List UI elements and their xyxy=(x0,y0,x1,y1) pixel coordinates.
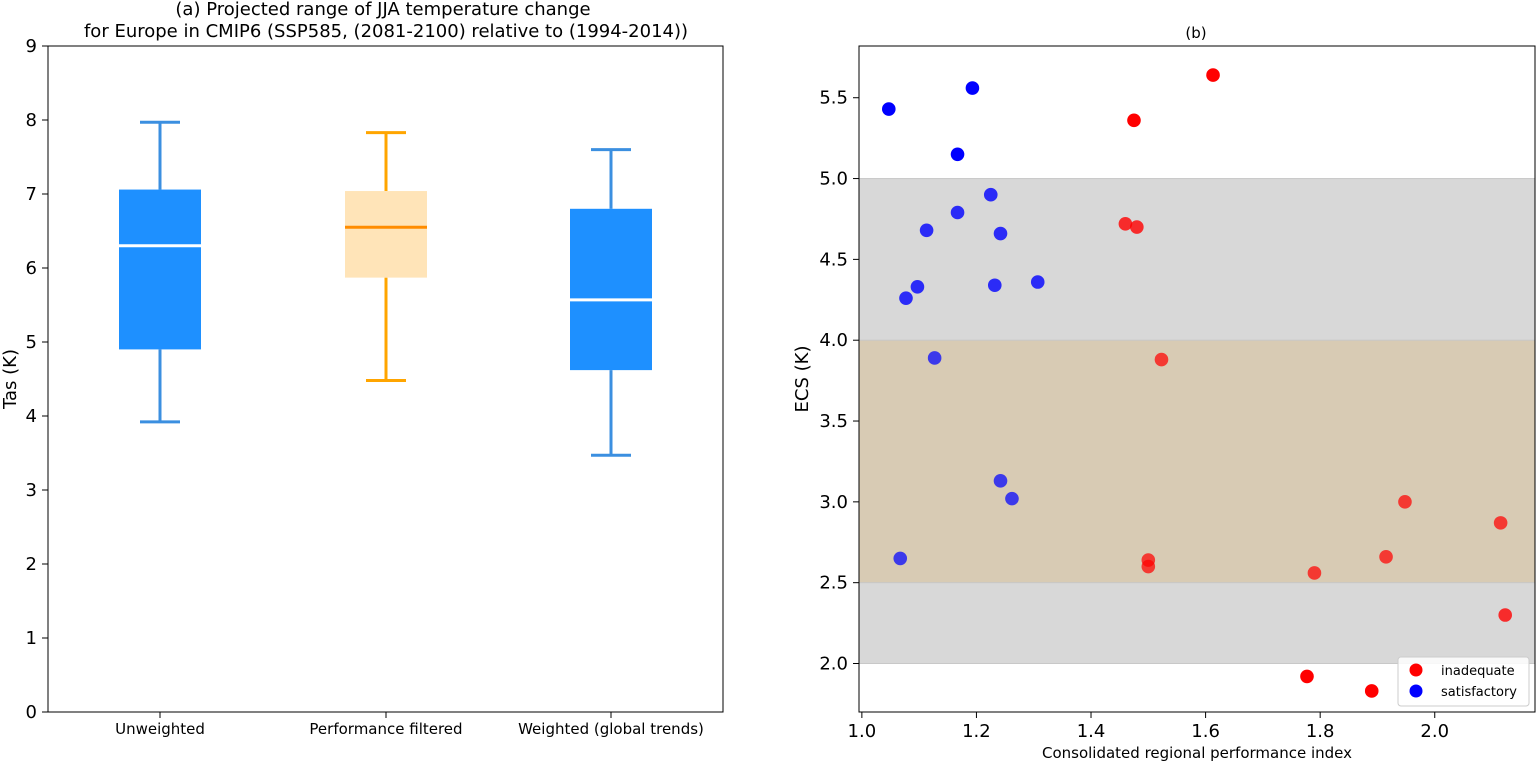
y-tick-label: 4.0 xyxy=(819,330,848,351)
panel-a: (a) Projected range of JJA temperature c… xyxy=(0,0,724,738)
point-satisfactory xyxy=(881,102,896,116)
y-tick-label: 3.5 xyxy=(819,411,848,432)
legend: inadequate satisfactory xyxy=(1397,656,1530,707)
point-satisfactory xyxy=(910,280,925,294)
legend-frame xyxy=(1397,656,1530,707)
panel-b-y-axis-label: ECS (K) xyxy=(792,346,813,413)
point-satisfactory xyxy=(927,351,942,365)
panel-a-y-axis-label: Tas (K) xyxy=(0,349,21,410)
point-inadequate xyxy=(1118,217,1133,231)
point-inadequate xyxy=(1300,669,1314,684)
point-satisfactory xyxy=(919,223,934,238)
point-satisfactory xyxy=(983,187,998,202)
point-satisfactory xyxy=(950,147,965,162)
point-inadequate xyxy=(1130,220,1144,234)
y-tick-label: 2.0 xyxy=(819,654,848,675)
x-tick-label: 1.4 xyxy=(1077,721,1106,742)
x-tick-label: 1.2 xyxy=(962,721,991,742)
y-tick-label: 4 xyxy=(26,406,37,427)
point-satisfactory xyxy=(993,226,1008,241)
panel-a-title-line1: (a) Projected range of JJA temperature c… xyxy=(175,0,590,20)
box-body xyxy=(345,191,427,278)
box-body xyxy=(570,208,652,371)
point-inadequate xyxy=(1379,550,1393,564)
legend-marker-satisfactory xyxy=(1409,684,1423,698)
y-tick-label: 5.5 xyxy=(819,88,848,109)
box-1 xyxy=(119,120,201,424)
point-inadequate xyxy=(1493,516,1508,530)
panel-b-frame xyxy=(858,45,1536,713)
point-inadequate xyxy=(1364,684,1379,698)
x-tick-label: 2.0 xyxy=(1420,721,1449,742)
x-tick-label: Performance filtered xyxy=(309,720,462,738)
point-inadequate xyxy=(1307,566,1322,580)
panel-b: (b) 2.0 2.5 3.0 3.5 4.0 4.5 5.0 5.5 1.0 1.2 1.4 1.6… xyxy=(792,24,1536,761)
point-satisfactory xyxy=(893,551,908,566)
point-satisfactory xyxy=(1005,491,1019,506)
point-satisfactory xyxy=(987,278,1002,293)
y-tick-label: 8 xyxy=(26,110,37,131)
point-satisfactory xyxy=(965,81,980,95)
legend-marker-inadequate xyxy=(1409,663,1423,677)
legend-label-inadequate: inadequate xyxy=(1441,664,1515,679)
y-tick-label: 2 xyxy=(26,554,37,575)
box-3 xyxy=(570,148,652,457)
legend-label-satisfactory: satisfactory xyxy=(1441,685,1517,700)
box-body xyxy=(119,189,201,350)
panel-b-x-axis-label: Consolidated regional performance index xyxy=(1042,744,1352,761)
point-inadequate xyxy=(1206,68,1220,82)
panel-a-title-line2: for Europe in CMIP6 (SSP585, (2081-2100)… xyxy=(84,21,688,42)
y-tick-label: 7 xyxy=(26,184,37,205)
point-inadequate xyxy=(1127,113,1141,128)
point-inadequate xyxy=(1398,495,1412,509)
y-tick-label: 9 xyxy=(26,36,37,57)
y-tick-label: 5.0 xyxy=(819,169,848,190)
x-tick-label: 1.0 xyxy=(848,721,877,742)
x-tick-label: Unweighted xyxy=(115,720,205,738)
point-satisfactory xyxy=(993,474,1008,488)
y-tick-label: 0 xyxy=(26,702,37,723)
y-tick-label: 1 xyxy=(26,628,37,649)
y-tick-label: 2.5 xyxy=(819,573,848,594)
x-tick-label: Weighted (global trends) xyxy=(518,720,704,738)
x-tick-label: 1.8 xyxy=(1306,721,1335,742)
point-inadequate xyxy=(1154,352,1169,367)
point-satisfactory xyxy=(1030,275,1045,289)
y-tick-label: 6 xyxy=(26,258,37,279)
y-tick-label: 3 xyxy=(26,480,37,501)
point-satisfactory xyxy=(950,205,965,220)
ecs-very-likely-range-band xyxy=(858,339,1536,584)
panel-b-title: (b) xyxy=(1185,24,1206,42)
y-tick-label: 3.0 xyxy=(819,492,848,513)
x-tick-label: 1.6 xyxy=(1191,721,1220,742)
point-satisfactory xyxy=(899,291,913,305)
point-inadequate xyxy=(1141,559,1156,574)
point-inadequate xyxy=(1498,608,1513,622)
box-2 xyxy=(345,131,427,382)
y-tick-label: 4.5 xyxy=(819,249,848,270)
y-tick-label: 5 xyxy=(26,332,37,353)
